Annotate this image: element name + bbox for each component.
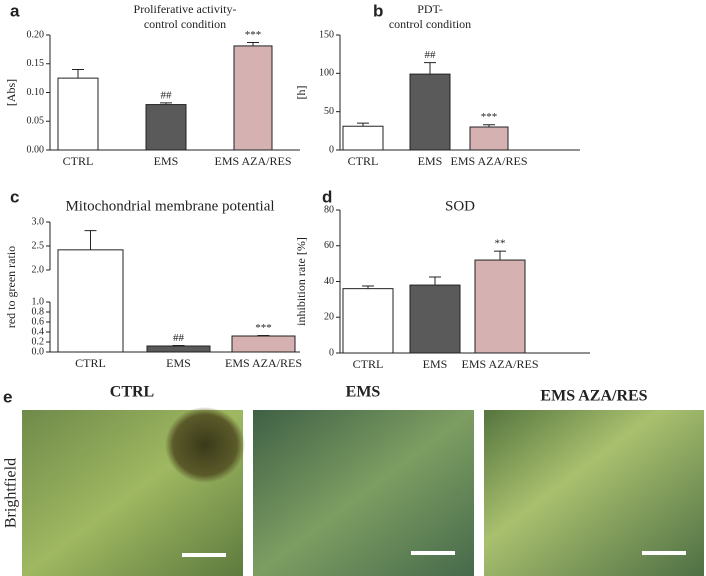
image-title: CTRL xyxy=(110,384,154,401)
x-tick-label: EMS AZA/RES xyxy=(461,357,538,371)
bar xyxy=(231,335,296,353)
bar xyxy=(342,288,394,354)
image-title: EMS AZA/RES xyxy=(540,388,647,405)
x-tick-label: EMS AZA/RES xyxy=(225,356,302,370)
y-axis-label: [Abs] xyxy=(4,79,18,106)
annotation: ## xyxy=(161,89,173,101)
x-tick-label: CTRL xyxy=(348,154,379,168)
x-tick-label: EMS AZA/RES xyxy=(214,154,291,168)
y-axis-label: inhibition rate [%] xyxy=(294,237,308,326)
chart-title: SOD xyxy=(445,198,475,214)
x-tick-label: CTRL xyxy=(63,154,94,168)
y-tick-label: 0.8 xyxy=(32,306,45,317)
image-ems-aza-res xyxy=(484,410,704,576)
y-tick-label: 0 xyxy=(329,144,334,155)
bar xyxy=(409,73,451,151)
error-bar xyxy=(160,102,172,105)
panel-letter: c xyxy=(10,187,19,206)
x-tick-label: EMS xyxy=(423,357,448,371)
y-tick-label: 0.05 xyxy=(27,116,45,127)
y-tick-label: 0.15 xyxy=(27,58,45,69)
annotation: *** xyxy=(255,322,272,334)
bar xyxy=(57,77,99,151)
error-bar xyxy=(357,122,369,127)
panel-letter: b xyxy=(373,1,383,20)
y-tick-label: 50 xyxy=(324,106,334,117)
y-tick-label: 100 xyxy=(319,68,334,79)
error-bar xyxy=(257,335,270,336)
panel-letter: a xyxy=(10,1,20,20)
bar xyxy=(342,125,384,151)
y-tick-label: 0.4 xyxy=(32,326,45,337)
error-bar xyxy=(72,69,84,79)
image-ems xyxy=(253,410,474,576)
micrographs xyxy=(22,407,704,576)
x-tick-label: CTRL xyxy=(353,357,384,371)
x-tick-label: EMS xyxy=(166,356,191,370)
y-tick-label: 0.10 xyxy=(27,87,45,98)
annotation: *** xyxy=(481,111,498,123)
y-tick-label: 150 xyxy=(319,29,334,40)
error-bar xyxy=(362,285,374,289)
y-axis-label: [h] xyxy=(294,86,308,100)
chart-title: Proliferative activity- xyxy=(134,2,237,16)
bar xyxy=(474,259,526,354)
x-tick-label: EMS AZA/RES xyxy=(450,154,527,168)
chart-title: PDT- xyxy=(417,2,443,16)
y-tick-label: 0 xyxy=(329,347,334,358)
annotation: ## xyxy=(173,332,185,344)
y-tick-label: 0.2 xyxy=(32,336,45,347)
x-tick-label: CTRL xyxy=(75,356,106,370)
y-tick-label: 2.0 xyxy=(32,264,45,275)
error-bar xyxy=(429,276,441,286)
error-bar xyxy=(424,62,436,75)
bar xyxy=(469,126,509,151)
y-axis-label: red to green ratio xyxy=(4,246,18,328)
error-bar xyxy=(483,124,495,127)
y-tick-label: 0.20 xyxy=(27,29,45,40)
annotation: ## xyxy=(425,49,437,61)
chart-title: control condition xyxy=(144,17,226,31)
y-tick-label: 20 xyxy=(324,312,334,323)
image-detail xyxy=(165,407,245,483)
error-bar xyxy=(494,250,506,261)
y-tick-label: 3.0 xyxy=(32,216,45,227)
y-tick-label: 60 xyxy=(324,240,334,251)
bar xyxy=(233,45,273,151)
annotation: ** xyxy=(495,238,506,250)
panel-letter: e xyxy=(3,387,12,406)
y-tick-label: 80 xyxy=(324,204,334,215)
row-label: Brightfield xyxy=(3,458,20,528)
error-bar xyxy=(172,345,185,346)
y-tick-label: 40 xyxy=(324,276,334,287)
x-tick-label: EMS xyxy=(418,154,443,168)
y-tick-label: 0.0 xyxy=(32,346,45,357)
x-tick-label: EMS xyxy=(154,154,179,168)
y-tick-label: 1.0 xyxy=(32,296,45,307)
error-bar xyxy=(247,41,259,46)
image-title: EMS xyxy=(346,384,381,401)
bar xyxy=(145,104,187,151)
error-bar xyxy=(84,230,97,250)
bar xyxy=(409,284,461,354)
annotation: *** xyxy=(245,29,262,41)
y-tick-label: 0.00 xyxy=(27,144,45,155)
y-tick-label: 0.6 xyxy=(32,316,45,327)
panel-letter: d xyxy=(322,187,332,206)
bar xyxy=(57,249,124,353)
bar xyxy=(146,345,211,353)
chart-title: Mitochondrial membrane potential xyxy=(65,198,274,214)
chart-title: control condition xyxy=(389,17,471,31)
y-tick-label: 2.5 xyxy=(32,240,45,251)
